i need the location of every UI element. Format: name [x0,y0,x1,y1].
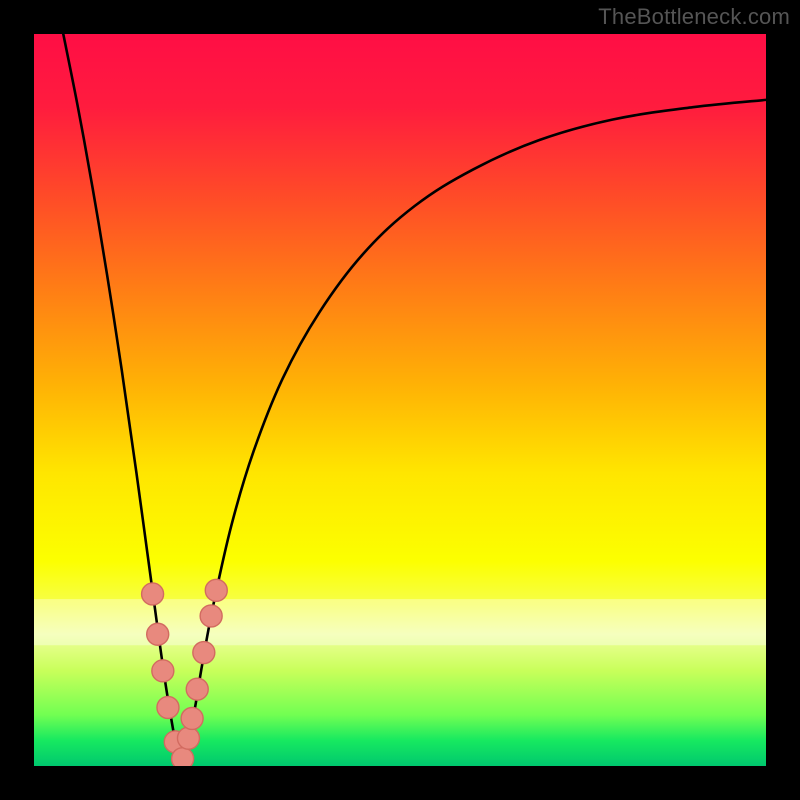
gradient-background [34,34,766,766]
marker-point [200,605,222,627]
marker-point [177,727,199,749]
marker-point [186,678,208,700]
marker-point [147,623,169,645]
marker-point [157,696,179,718]
bottleneck-curve-chart [0,0,800,800]
marker-point [205,579,227,601]
marker-point [152,660,174,682]
marker-point [181,707,203,729]
marker-point [193,642,215,664]
watermark-label: TheBottleneck.com [598,4,790,30]
pale-band [34,599,766,645]
chart-container: TheBottleneck.com [0,0,800,800]
marker-point [142,583,164,605]
